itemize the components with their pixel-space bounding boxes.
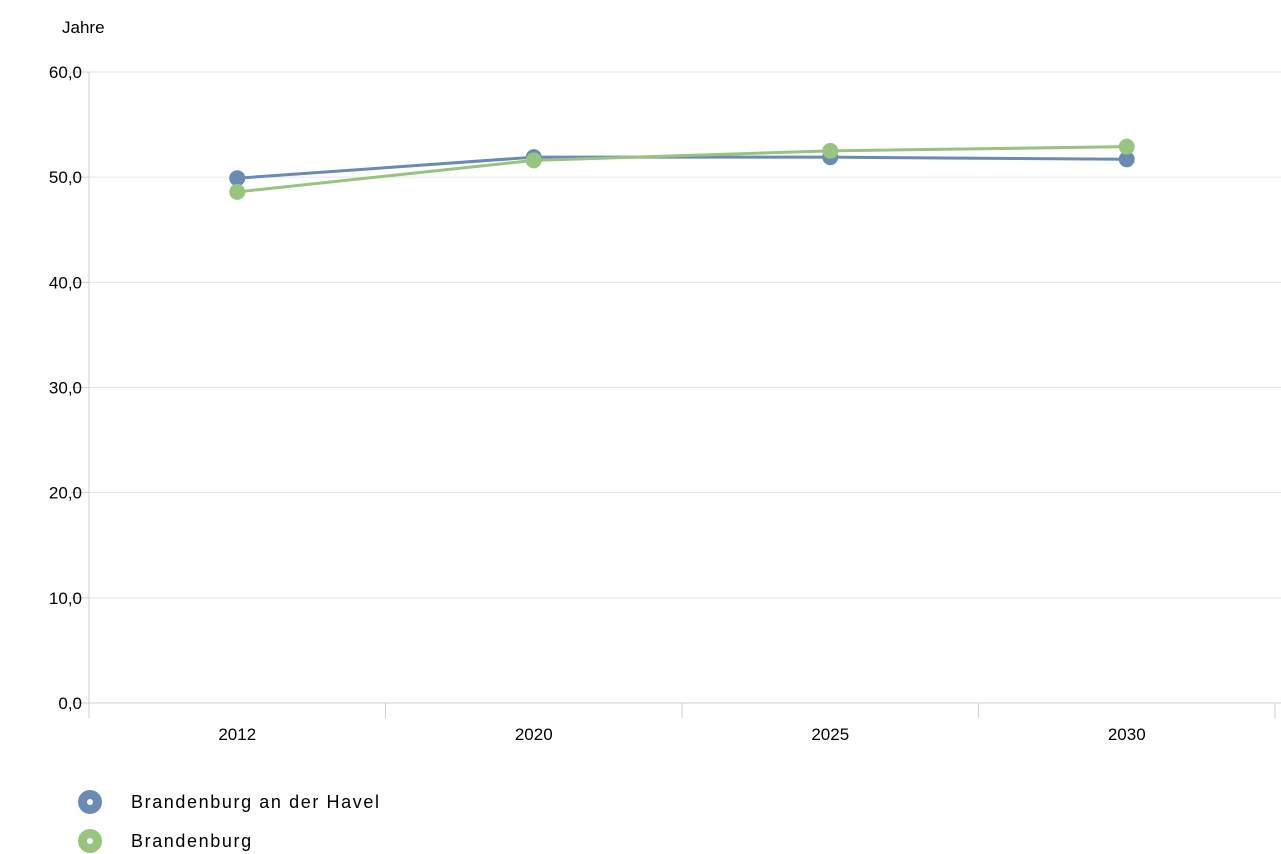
legend[interactable]: Brandenburg an der Havel Brandenburg [78,790,381,853]
series-line [237,145,1127,194]
data-series [229,138,1135,200]
x-tick-label: 2020 [515,725,553,744]
data-point[interactable] [1118,138,1135,155]
y-tick-label: 20,0 [49,484,82,503]
legend-marker-dot [87,838,93,844]
y-tick-label: 60,0 [49,63,82,82]
x-tick-label: 2025 [811,725,849,744]
data-point[interactable] [822,142,839,159]
legend-label: Brandenburg [131,831,253,851]
data-point[interactable] [1118,151,1135,168]
legend-label: Brandenburg an der Havel [131,792,381,812]
x-tick-label: 2030 [1108,725,1146,744]
legend-item[interactable]: Brandenburg [78,829,253,853]
y-tick-label: 0,0 [58,694,82,713]
y-tick-label: 50,0 [49,168,82,187]
series-line [237,155,1127,180]
legend-marker-dot [87,799,93,805]
y-tick-label: 30,0 [49,379,82,398]
data-point[interactable] [229,170,246,187]
y-tick-label: 40,0 [49,273,82,292]
series-2 [229,138,1135,200]
axes [71,71,1281,718]
x-axis-ticks: 2012 2020 2025 2030 [218,725,1145,744]
data-point[interactable] [525,152,542,169]
legend-item[interactable]: Brandenburg an der Havel [78,790,381,814]
gridlines [89,71,1281,599]
x-tick-label: 2012 [218,725,256,744]
y-axis-ticks: 0,0 10,0 20,0 30,0 40,0 50,0 60,0 [49,63,82,713]
data-point[interactable] [229,183,246,200]
y-axis-label: Jahre [62,18,105,37]
y-tick-label: 10,0 [49,589,82,608]
